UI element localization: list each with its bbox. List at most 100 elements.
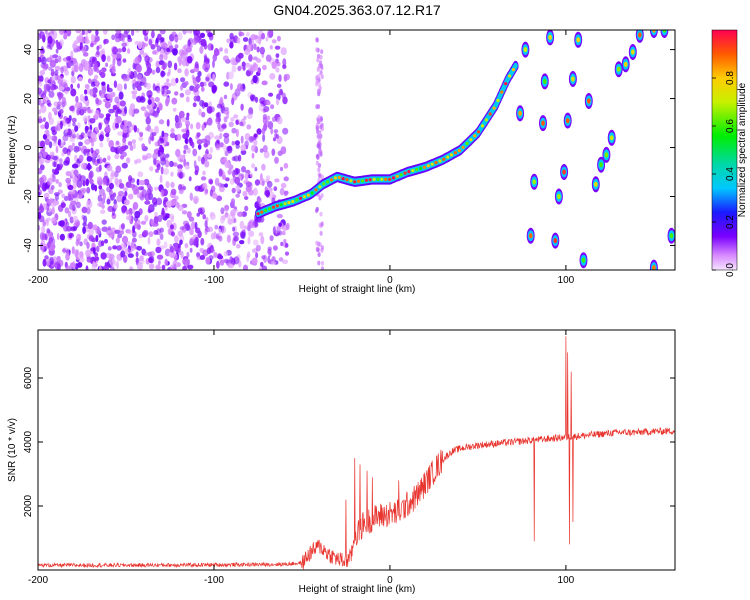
noise-dot [137,171,144,178]
noise-dot [110,266,115,270]
noise-dot [178,110,185,119]
noise-dot [77,83,80,89]
noise-dot [102,176,108,185]
noise-dot [317,114,321,120]
noise-dot [128,193,134,200]
noise-dot [106,165,113,172]
noise-dot [106,227,113,236]
trace-dot-core [388,177,392,181]
noise-dot [98,113,105,119]
trace-dot-core [484,118,488,122]
noise-dot [181,210,188,215]
noise-dot [46,228,51,234]
noise-dot [253,133,258,138]
noise-dot [115,30,122,34]
noise-dot [112,53,118,60]
noise-dot [232,226,236,232]
noise-dot [231,97,235,106]
noise-dot [48,117,54,125]
noise-dot [137,41,143,50]
noise-dot [154,186,159,191]
noise-dot [132,70,138,79]
noise-dot [167,82,172,87]
noise-dot [184,243,189,249]
noise-dot [42,182,48,191]
noise-dot [255,244,261,252]
noise-dot [217,122,221,130]
noise-dot [79,241,83,247]
noise-dot [268,251,272,257]
noise-dot [250,34,257,41]
colorbar-label: Normalized spectral amplitude [737,82,748,217]
noise-dot [54,65,61,71]
noise-dot [244,172,249,181]
noise-dot [189,137,193,147]
noise-dot [192,102,197,108]
noise-dot [131,237,137,243]
noise-dot [52,107,58,112]
noise-dot [70,50,74,59]
noise-dot [155,246,162,254]
blob-core [541,120,545,126]
noise-dot [89,118,96,124]
noise-dot [125,157,131,164]
noise-dot [235,54,241,63]
noise-dot [43,63,49,70]
noise-dot [316,133,320,139]
noise-dot [266,115,271,121]
x-tick-label: 0 [387,575,393,586]
noise-dot [95,97,99,105]
noise-dot [82,115,89,122]
noise-dot [171,97,178,105]
noise-dot [84,39,90,44]
noise-dot [183,149,187,154]
noise-dot [236,83,244,91]
noise-dot [223,107,229,112]
noise-dot [141,143,146,149]
trace-dot-core [504,82,508,86]
noise-dot [130,241,135,249]
noise-dot [77,122,81,129]
noise-dot [156,87,161,94]
noise-dot [50,76,55,85]
noise-dot [284,243,289,248]
noise-dot [226,234,231,243]
noise-dot [205,256,211,265]
noise-dot [65,177,72,184]
noise-dot [147,236,151,245]
noise-dot [100,252,107,260]
noise-dot [166,47,170,53]
trace-dot-core [310,191,314,195]
noise-dot [44,121,49,130]
blob-core [631,49,635,55]
noise-dot [177,32,183,41]
trace-dot-core [426,164,430,168]
noise-dot [201,101,206,109]
noise-dot [78,141,83,147]
noise-dot [84,138,91,145]
noise-dot [189,228,194,236]
trace-dot-core [349,179,353,183]
snr-frame [37,329,676,571]
noise-dot [72,226,78,231]
noise-dot [123,125,128,134]
noise-dot [184,81,189,86]
noise-dot [71,189,76,195]
noise-dot [248,67,253,72]
noise-dot [136,127,140,133]
noise-dot [161,264,166,270]
noise-dot [226,145,232,152]
noise-dot [316,143,320,149]
noise-dot [81,187,87,194]
noise-dot [243,115,247,120]
noise-dot [173,254,178,261]
noise-dot [124,30,130,35]
noise-dot [148,263,155,270]
noise-dot [44,255,49,260]
noise-dot [74,125,79,132]
noise-dot [38,191,41,196]
noise-dot [170,181,175,188]
noise-dot [62,81,67,87]
noise-dot [134,88,138,94]
noise-dot [169,160,174,168]
